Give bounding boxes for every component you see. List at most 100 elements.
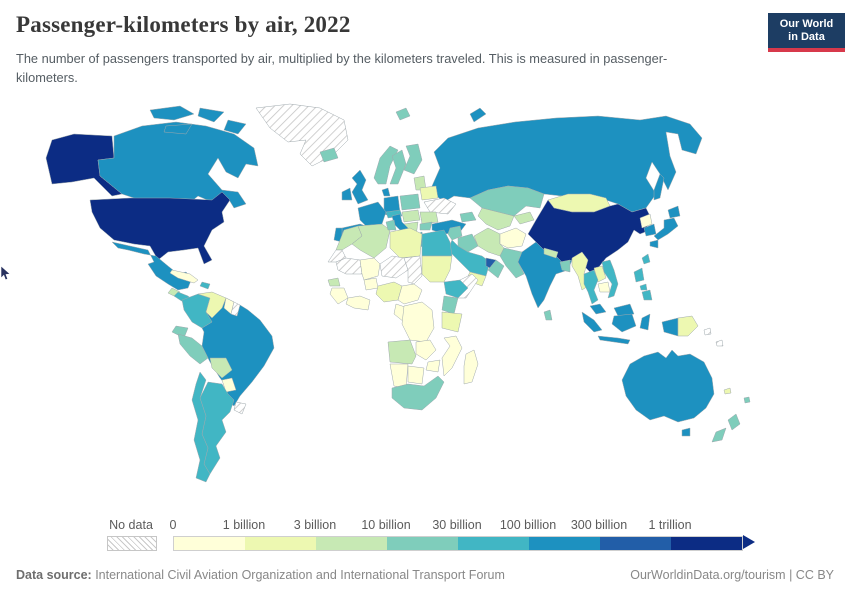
country-ireland[interactable] xyxy=(341,187,353,201)
country-thailand[interactable] xyxy=(583,269,599,305)
country-svalbard[interactable] xyxy=(395,107,411,121)
legend-tick-label: 100 billion xyxy=(499,518,557,532)
country-botswana[interactable] xyxy=(407,365,425,385)
country-zimbabwe[interactable] xyxy=(425,359,441,373)
country-angola[interactable] xyxy=(387,339,417,365)
country-vietnam[interactable] xyxy=(601,259,619,299)
legend-bin-4[interactable] xyxy=(458,537,529,550)
country-japan[interactable] xyxy=(649,205,681,249)
legend-arrow-icon xyxy=(743,535,755,549)
legend-bin-5[interactable] xyxy=(529,537,600,550)
country-papua-new-guinea[interactable] xyxy=(677,315,699,337)
country-taiwan[interactable] xyxy=(641,253,651,265)
data-source-text: International Civil Aviation Organizatio… xyxy=(91,568,505,582)
country-afghanistan[interactable] xyxy=(499,227,527,249)
country-hispaniola[interactable] xyxy=(199,281,211,290)
country-chile[interactable] xyxy=(191,371,211,483)
country-levant[interactable] xyxy=(447,225,463,241)
country-somalia[interactable] xyxy=(457,273,479,299)
country-finland[interactable] xyxy=(403,143,423,175)
legend-bar xyxy=(173,536,743,551)
country-kenya[interactable] xyxy=(441,295,459,315)
country-kyrgyzstan-tajikistan[interactable] xyxy=(513,211,535,225)
country-bolivia[interactable] xyxy=(209,357,233,379)
country-bangladesh[interactable] xyxy=(559,259,571,273)
country-iraq[interactable] xyxy=(457,233,479,253)
owid-url-license[interactable]: OurWorldinData.org/tourism | CC BY xyxy=(630,568,834,582)
country-chad[interactable] xyxy=(403,255,423,285)
legend-no-data-swatch[interactable] xyxy=(107,536,157,551)
legend-tick-label: 300 billion xyxy=(570,518,628,532)
country-guinea[interactable] xyxy=(329,287,349,305)
country-usa[interactable] xyxy=(89,191,231,265)
country-mozambique[interactable] xyxy=(441,335,463,377)
country-sudan[interactable] xyxy=(421,255,453,283)
country-cameroon-car[interactable] xyxy=(397,283,423,305)
country-suriname[interactable] xyxy=(230,301,241,317)
owid-logo[interactable]: Our World in Data xyxy=(768,13,845,52)
country-cuba[interactable] xyxy=(169,269,199,284)
country-tunisia[interactable] xyxy=(385,219,397,231)
country-sakhalin[interactable] xyxy=(653,173,665,201)
country-drc[interactable] xyxy=(401,301,435,343)
country-caucasus[interactable] xyxy=(459,211,477,223)
country-bulgaria[interactable] xyxy=(419,221,433,231)
legend-bin-0[interactable] xyxy=(174,537,245,550)
country-malaysia[interactable] xyxy=(589,303,635,317)
country-belarus[interactable] xyxy=(419,185,439,201)
country-new-caledonia[interactable] xyxy=(723,387,732,395)
legend-bin-2[interactable] xyxy=(316,537,387,550)
country-fiji[interactable] xyxy=(743,396,751,404)
country-philippines[interactable] xyxy=(633,267,653,301)
country-solomon-islands[interactable] xyxy=(703,327,724,347)
country-senegal[interactable] xyxy=(327,277,341,287)
country-denmark[interactable] xyxy=(381,187,391,197)
country-zambia[interactable] xyxy=(415,339,437,361)
legend-bin-7[interactable] xyxy=(671,537,742,550)
legend-bin-3[interactable] xyxy=(387,537,458,550)
country-libya[interactable] xyxy=(389,227,423,259)
country-romania[interactable] xyxy=(419,211,439,225)
country-egypt[interactable] xyxy=(421,229,453,257)
country-indonesia[interactable] xyxy=(581,311,679,345)
legend-no-data-label: No data xyxy=(109,518,153,532)
country-sweden[interactable] xyxy=(389,149,407,185)
legend-bin-6[interactable] xyxy=(600,537,671,550)
country-cambodia[interactable] xyxy=(597,281,611,293)
world-map[interactable] xyxy=(0,100,850,510)
data-source-label: Data source: xyxy=(16,568,92,582)
country-australia[interactable] xyxy=(621,349,715,437)
country-czech-hungary[interactable] xyxy=(401,209,421,223)
country-poland[interactable] xyxy=(399,193,421,211)
country-sri-lanka[interactable] xyxy=(543,309,553,321)
country-namibia[interactable] xyxy=(389,363,409,389)
country-iran[interactable] xyxy=(473,227,505,257)
legend-tick-label: 1 billion xyxy=(222,518,266,532)
country-mauritania[interactable] xyxy=(335,257,363,275)
country-burkina-faso[interactable] xyxy=(363,277,379,291)
country-novaya-zemlya[interactable] xyxy=(469,107,487,123)
country-ivory-coast-ghana[interactable] xyxy=(345,295,371,311)
country-tanzania[interactable] xyxy=(441,311,463,333)
chart-footer: Data source: International Civil Aviatio… xyxy=(16,568,834,582)
country-uruguay[interactable] xyxy=(233,401,247,415)
country-peru[interactable] xyxy=(177,333,209,365)
country-oman[interactable] xyxy=(487,259,505,279)
country-mexico[interactable] xyxy=(111,241,193,291)
legend-bin-1[interactable] xyxy=(245,537,316,550)
country-mali[interactable] xyxy=(359,257,381,281)
country-saudi-arabia[interactable] xyxy=(447,239,491,277)
country-iceland[interactable] xyxy=(319,147,339,163)
country-canada[interactable] xyxy=(97,105,259,209)
country-north-korea[interactable] xyxy=(639,213,653,229)
country-new-zealand[interactable] xyxy=(711,413,741,443)
country-south-korea[interactable] xyxy=(643,223,657,237)
country-south-africa[interactable] xyxy=(391,375,445,411)
country-nepal[interactable] xyxy=(543,247,559,259)
country-turkmenistan-uzbekistan[interactable] xyxy=(477,207,515,231)
country-ukraine[interactable] xyxy=(423,197,457,215)
country-niger[interactable] xyxy=(379,255,409,279)
country-madagascar[interactable] xyxy=(463,349,479,385)
country-venezuela[interactable] xyxy=(197,291,227,319)
country-uk[interactable] xyxy=(351,169,369,205)
